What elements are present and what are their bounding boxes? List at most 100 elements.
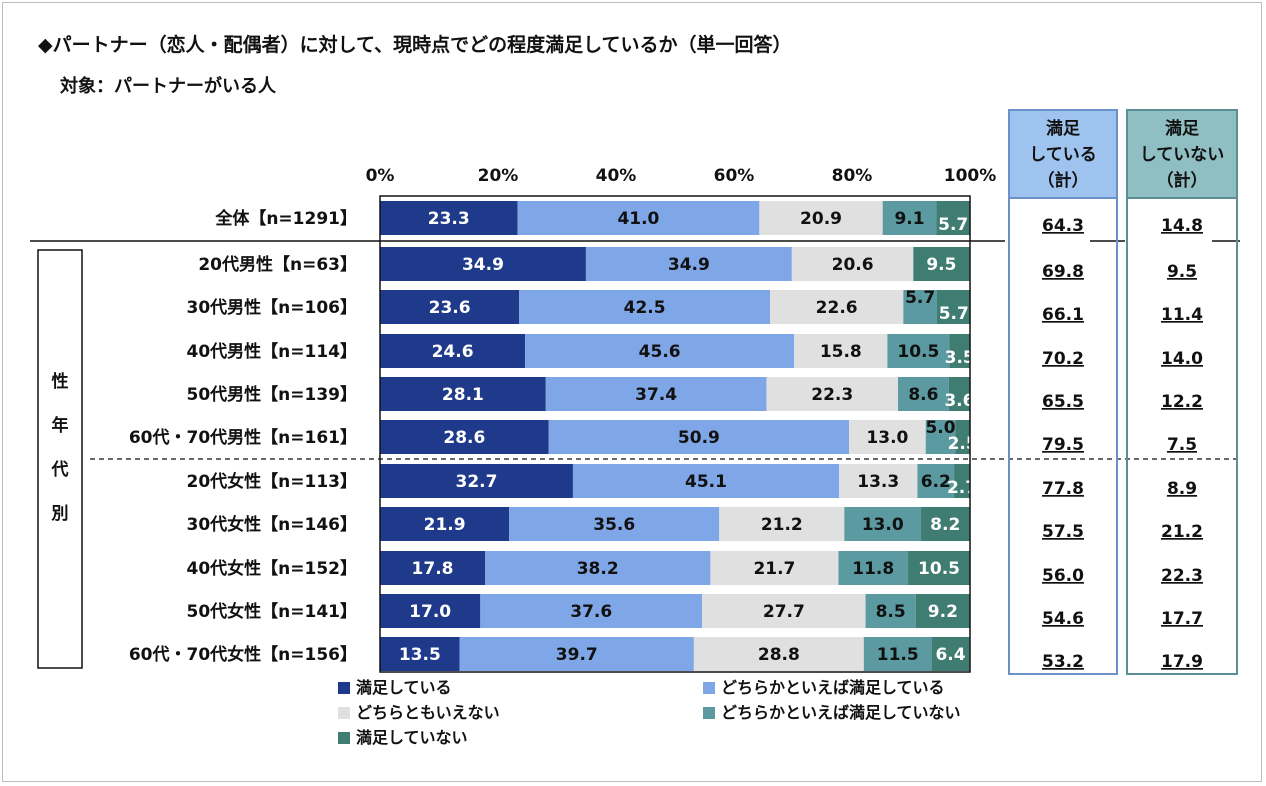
legend-swatch bbox=[703, 707, 715, 719]
data-label: 2.7 bbox=[947, 478, 977, 498]
satisfied-total-value: 77.8 bbox=[1042, 479, 1084, 499]
not-satisfied-total-header-box bbox=[1126, 109, 1238, 199]
not-satisfied-total-value: 9.5 bbox=[1167, 262, 1197, 282]
not-satisfied-total-header-text: していない bbox=[1140, 145, 1225, 165]
data-label: 21.2 bbox=[761, 515, 803, 535]
satisfied-total-header-text: （計） bbox=[1038, 170, 1089, 191]
group-label-box bbox=[37, 249, 83, 669]
x-tick-label: 60% bbox=[714, 166, 755, 186]
data-label: 9.1 bbox=[894, 209, 924, 229]
not-satisfied-total-value: 12.2 bbox=[1161, 392, 1203, 412]
bar-segment bbox=[936, 201, 970, 235]
data-label: 23.3 bbox=[428, 209, 470, 229]
data-label: 28.8 bbox=[758, 645, 800, 665]
bar-segment bbox=[921, 507, 970, 541]
bar-segment bbox=[954, 464, 970, 498]
data-label: 8.5 bbox=[876, 602, 906, 622]
not-satisfied-total-header-text: （計） bbox=[1157, 170, 1208, 191]
data-label: 50.9 bbox=[678, 428, 720, 448]
group-label-char: 性 bbox=[52, 371, 69, 392]
data-label: 32.7 bbox=[455, 472, 497, 492]
bar-segment bbox=[882, 201, 937, 235]
not-satisfied-total-value: 22.3 bbox=[1161, 566, 1203, 586]
data-label: 8.6 bbox=[908, 385, 938, 405]
data-label: 41.0 bbox=[617, 209, 659, 229]
bar-segment bbox=[380, 594, 481, 628]
bar-segment bbox=[759, 201, 883, 235]
bar-segment bbox=[917, 464, 955, 498]
chart-title: ◆パートナー（恋人・配偶者）に対して、現時点でどの程度満足しているか（単一回答） bbox=[38, 34, 792, 56]
satisfied-total-header-text: している bbox=[1029, 145, 1097, 165]
data-label: 28.1 bbox=[442, 385, 484, 405]
data-label: 24.6 bbox=[432, 342, 474, 362]
legend-swatch bbox=[338, 707, 350, 719]
bar-segment bbox=[931, 637, 970, 671]
satisfied-total-header-box bbox=[1008, 109, 1118, 199]
x-tick-label: 80% bbox=[832, 166, 873, 186]
data-label: 17.8 bbox=[412, 559, 454, 579]
not-satisfied-total-header-text: 満足 bbox=[1165, 118, 1199, 139]
satisfied-total-value: 64.3 bbox=[1042, 216, 1084, 236]
not-satisfied-total-value: 7.5 bbox=[1167, 435, 1197, 455]
satisfied-total-value: 53.2 bbox=[1042, 652, 1084, 672]
satisfied-total-header-text: 満足 bbox=[1046, 118, 1080, 139]
not-satisfied-total-value: 8.9 bbox=[1167, 479, 1197, 499]
legend-label: どちらかといえば満足していない bbox=[721, 703, 961, 722]
x-tick-label: 40% bbox=[596, 166, 637, 186]
x-tick-label: 20% bbox=[478, 166, 519, 186]
data-label: 37.4 bbox=[635, 385, 677, 405]
legend-label: 満足している bbox=[356, 678, 452, 697]
bar-segment bbox=[863, 637, 932, 671]
data-label: 34.9 bbox=[668, 255, 710, 275]
data-label: 10.5 bbox=[918, 559, 960, 579]
data-label: 23.6 bbox=[429, 298, 471, 318]
row-label: 30代女性【n=146】 bbox=[187, 514, 358, 535]
satisfied-total-value: 65.5 bbox=[1042, 392, 1084, 412]
row-label: 全体【n=1291】 bbox=[214, 208, 357, 229]
satisfied-total-value: 79.5 bbox=[1042, 435, 1084, 455]
data-label: 22.3 bbox=[811, 385, 853, 405]
not-satisfied-total-value: 11.4 bbox=[1161, 305, 1203, 325]
not-satisfied-total-value: 14.0 bbox=[1161, 349, 1203, 369]
bar-segment bbox=[702, 594, 866, 628]
data-label: 13.0 bbox=[862, 515, 904, 535]
bar-segment bbox=[380, 377, 546, 411]
bar-segment bbox=[769, 290, 904, 324]
data-label: 5.7 bbox=[938, 215, 968, 235]
data-label: 13.5 bbox=[399, 645, 441, 665]
data-label: 35.6 bbox=[593, 515, 635, 535]
bar-segment bbox=[791, 247, 914, 281]
bar-segment bbox=[949, 334, 970, 368]
plot-frame bbox=[379, 195, 971, 673]
bar-segment bbox=[380, 247, 586, 281]
data-label: 45.6 bbox=[639, 342, 681, 362]
bar-segment bbox=[913, 247, 970, 281]
data-label: 13.3 bbox=[857, 472, 899, 492]
bar-segment bbox=[865, 594, 916, 628]
group-label-char: 代 bbox=[51, 459, 69, 480]
bar-segment bbox=[887, 334, 950, 368]
legend-swatch bbox=[338, 732, 350, 744]
data-label: 8.2 bbox=[930, 515, 960, 535]
bar-segment bbox=[766, 377, 899, 411]
chart-subtitle: 対象：パートナーがいる人 bbox=[60, 76, 276, 97]
not-satisfied-total-value: 17.9 bbox=[1161, 652, 1203, 672]
not-satisfied-total-value: 17.7 bbox=[1161, 609, 1203, 629]
bar-segment bbox=[794, 334, 888, 368]
bar-segment bbox=[380, 507, 510, 541]
satisfied-total-value: 66.1 bbox=[1042, 305, 1084, 325]
data-label: 13.0 bbox=[866, 428, 908, 448]
x-tick-label: 0% bbox=[366, 166, 395, 186]
data-label: 45.1 bbox=[685, 472, 727, 492]
data-label: 5.7 bbox=[939, 304, 969, 324]
row-label: 60代・70代女性【n=156】 bbox=[129, 644, 357, 665]
data-label: 15.8 bbox=[820, 342, 862, 362]
bar-segment bbox=[936, 290, 971, 324]
data-label: 27.7 bbox=[763, 602, 805, 622]
row-label: 20代男性【n=63】 bbox=[198, 254, 357, 275]
data-label: 20.9 bbox=[800, 209, 842, 229]
row-label: 40代女性【n=152】 bbox=[187, 558, 358, 579]
bar-segment bbox=[519, 290, 770, 324]
data-label: 9.5 bbox=[926, 255, 956, 275]
data-label: 5.7 bbox=[905, 288, 935, 308]
